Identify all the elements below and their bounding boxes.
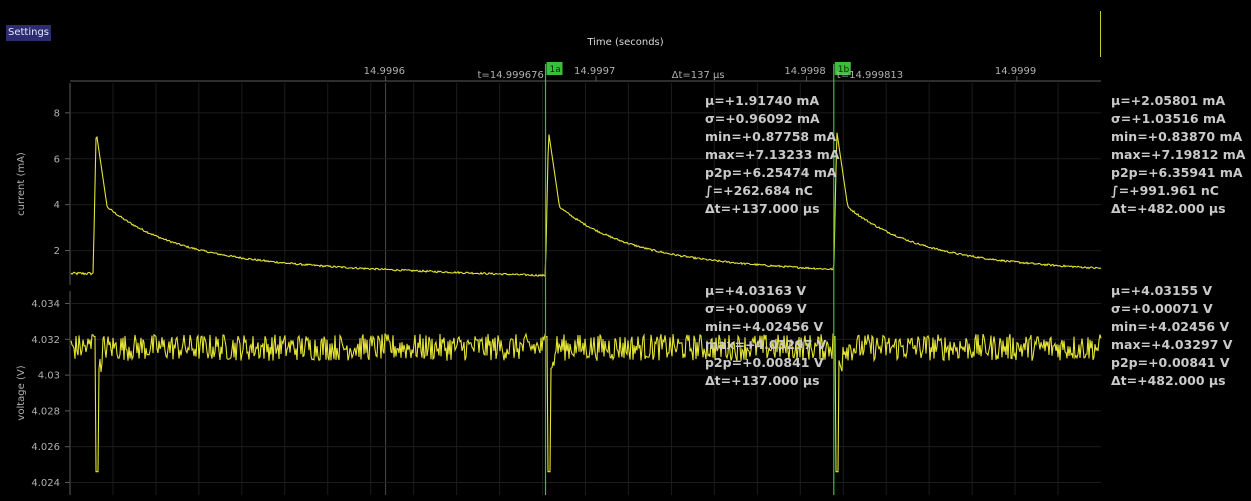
marker-delta-label: Δt=137 μs <box>672 70 725 81</box>
stat-line: min=+4.02456 V <box>1111 319 1230 334</box>
time-tick-label: 14.9996 <box>364 66 405 77</box>
marker-a-time-label: t=14.999676 <box>478 70 544 81</box>
current-trace <box>70 132 1102 277</box>
stat-line: ∫=+262.684 nC <box>705 183 813 198</box>
current-stats-visible: μ=+2.05801 mA σ=+1.03516 mA min=+0.83870… <box>1111 92 1245 218</box>
y-tick-label: 4.034 <box>31 299 60 310</box>
stat-line: p2p=+0.00841 V <box>705 355 824 370</box>
stat-line: ∫=+991.961 nC <box>1111 183 1219 198</box>
stat-line: μ=+4.03163 V <box>705 283 807 298</box>
marker-a-flag-label: 1a <box>550 65 561 75</box>
stat-line: μ=+4.03155 V <box>1111 283 1213 298</box>
time-tick-label: 14.9998 <box>784 66 825 77</box>
time-tick-label: 14.9999 <box>995 66 1036 77</box>
stat-line: μ=+1.91740 mA <box>705 93 820 108</box>
settings-button[interactable]: Settings <box>6 25 52 41</box>
stat-line: p2p=+0.00841 V <box>1111 355 1230 370</box>
current-stats-between-markers: μ=+1.91740 mA σ=+0.96092 mA min=+0.87758… <box>705 92 839 218</box>
voltage-stats-between-markers: μ=+4.03163 V σ=+0.00069 V min=+4.02456 V… <box>705 282 826 390</box>
stat-line: σ=+0.00071 V <box>1111 301 1213 316</box>
stat-line: Δt=+137.000 μs <box>705 373 820 388</box>
marker-b-time-label: t=14.999813 <box>837 70 903 81</box>
voltage-stats-visible: μ=+4.03155 V σ=+0.00071 V min=+4.02456 V… <box>1111 282 1232 390</box>
stat-line: min=+4.02456 V <box>705 319 824 334</box>
stat-line: max=+4.03297 V <box>1111 337 1233 352</box>
marker-b-flag <box>834 62 851 75</box>
stat-line: Δt=+482.000 μs <box>1111 373 1226 388</box>
y-axis-label: voltage (V) <box>16 365 27 420</box>
stat-line: σ=+0.00069 V <box>705 301 807 316</box>
y-tick-label: 4.028 <box>31 406 60 417</box>
stat-line: min=+0.83870 mA <box>1111 129 1243 144</box>
stat-line: max=+4.03297 V <box>705 337 827 352</box>
time-tick-label: 14.9997 <box>574 66 615 77</box>
marker-a-flag <box>546 62 563 75</box>
stat-line: σ=+1.03516 mA <box>1111 111 1226 126</box>
y-tick-label: 4.026 <box>31 442 60 453</box>
y-tick-label: 2 <box>54 246 60 257</box>
stat-line: Δt=+137.000 μs <box>705 201 820 216</box>
stat-line: p2p=+6.25474 mA <box>705 165 837 180</box>
y-tick-label: 4 <box>54 200 60 211</box>
stat-line: σ=+0.96092 mA <box>705 111 820 126</box>
stat-line: max=+7.13233 mA <box>705 147 840 162</box>
y-axis-label: current (mA) <box>16 152 27 216</box>
stat-line: μ=+2.05801 mA <box>1111 93 1226 108</box>
y-tick-label: 8 <box>54 108 60 119</box>
x-axis-title: Time (seconds) <box>587 37 664 48</box>
stat-line: max=+7.19812 mA <box>1111 147 1246 162</box>
marker-b-flag-label: 1b <box>838 65 850 75</box>
right-edge-marker <box>1100 11 1101 57</box>
stat-line: min=+0.87758 mA <box>705 129 837 144</box>
y-tick-label: 4.032 <box>31 335 60 346</box>
y-tick-label: 4.024 <box>31 478 60 489</box>
voltage-trace <box>70 332 1102 473</box>
y-tick-label: 6 <box>54 154 60 165</box>
stat-line: Δt=+482.000 μs <box>1111 201 1226 216</box>
stat-line: p2p=+6.35941 mA <box>1111 165 1243 180</box>
y-tick-label: 4.03 <box>38 371 60 382</box>
